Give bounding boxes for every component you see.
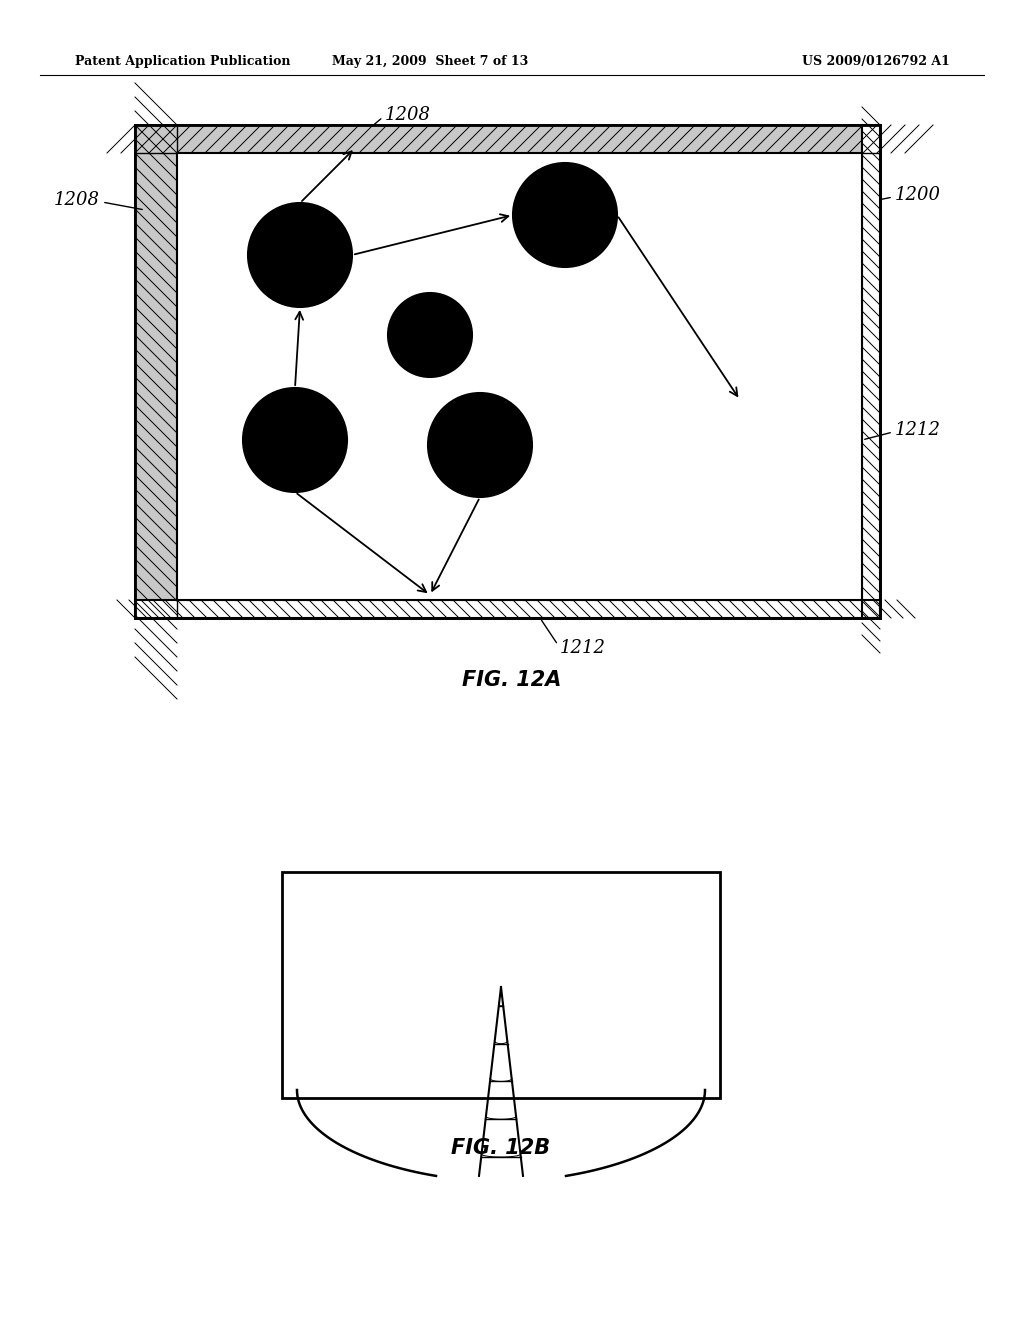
Text: 1208: 1208 — [54, 191, 100, 209]
Text: FIG. 12A: FIG. 12A — [462, 671, 562, 690]
Text: FIG. 12B: FIG. 12B — [452, 1138, 551, 1158]
Bar — [135, 125, 880, 618]
Text: US 2009/0126792 A1: US 2009/0126792 A1 — [802, 55, 950, 69]
Bar — [135, 125, 177, 618]
Circle shape — [409, 314, 451, 356]
Text: May 21, 2009  Sheet 7 of 13: May 21, 2009 Sheet 7 of 13 — [332, 55, 528, 69]
Circle shape — [248, 203, 352, 308]
Circle shape — [539, 189, 591, 242]
Circle shape — [454, 418, 506, 471]
Bar — [862, 125, 880, 618]
Bar — [135, 601, 880, 618]
Circle shape — [388, 293, 472, 378]
Circle shape — [513, 162, 617, 267]
Circle shape — [274, 228, 326, 281]
Text: 1212: 1212 — [560, 639, 606, 657]
Bar — [135, 125, 880, 153]
Circle shape — [269, 414, 321, 466]
Text: 1204: 1204 — [500, 186, 546, 205]
Text: 1208: 1208 — [385, 106, 431, 124]
Circle shape — [428, 393, 532, 498]
Text: 1212: 1212 — [895, 421, 941, 440]
Bar — [862, 125, 880, 618]
Bar — [135, 601, 880, 618]
Bar — [135, 125, 880, 618]
Bar — [282, 873, 720, 1098]
Bar — [135, 125, 177, 618]
Circle shape — [243, 388, 347, 492]
Text: 1200: 1200 — [895, 186, 941, 205]
Bar — [135, 125, 880, 153]
Text: Patent Application Publication: Patent Application Publication — [75, 55, 291, 69]
Bar — [177, 153, 862, 601]
